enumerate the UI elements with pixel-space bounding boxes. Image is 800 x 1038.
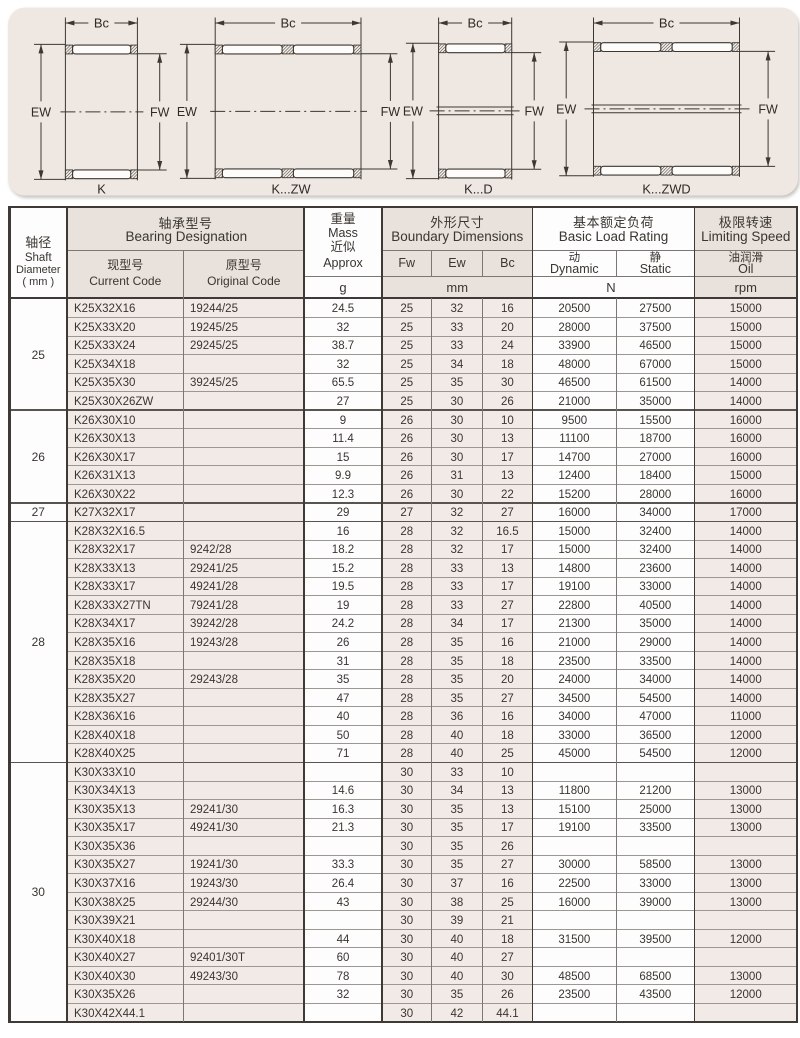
svg-text:FW: FW xyxy=(381,105,401,119)
svg-text:K...ZW: K...ZW xyxy=(271,182,311,197)
svg-text:Bc: Bc xyxy=(94,16,110,31)
svg-text:Bc: Bc xyxy=(468,16,484,31)
svg-text:Bc: Bc xyxy=(659,16,675,31)
svg-text:K...D: K...D xyxy=(464,182,492,197)
svg-text:K: K xyxy=(97,182,106,197)
svg-text:EW: EW xyxy=(556,102,576,116)
svg-text:EW: EW xyxy=(403,104,423,118)
svg-text:EW: EW xyxy=(31,105,51,119)
svg-text:FW: FW xyxy=(150,105,170,119)
svg-text:K...ZWD: K...ZWD xyxy=(642,182,690,197)
svg-text:FW: FW xyxy=(524,104,544,118)
svg-text:EW: EW xyxy=(177,105,197,119)
svg-text:Bc: Bc xyxy=(281,16,297,31)
svg-text:FW: FW xyxy=(758,102,778,116)
